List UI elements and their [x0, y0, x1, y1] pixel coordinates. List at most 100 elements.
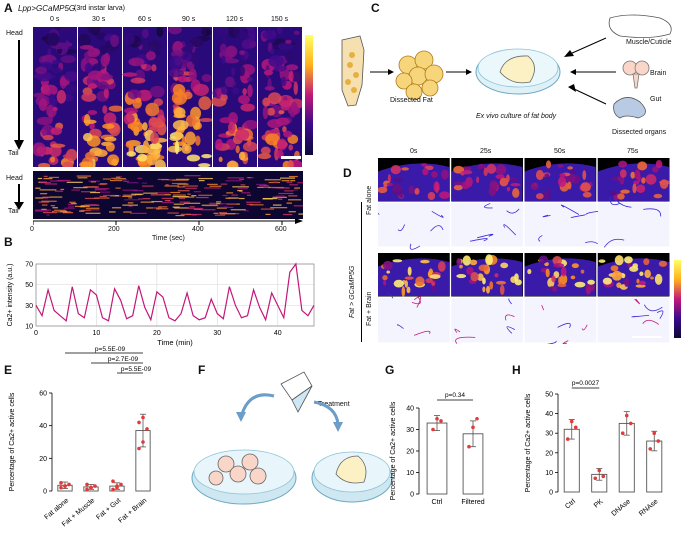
kymo-streak [102, 178, 112, 180]
larva-heatmap-svg [32, 20, 304, 174]
kymo-streak [35, 187, 41, 189]
y-tick-label: 70 [25, 262, 33, 269]
kymo-streak [137, 177, 143, 179]
frame-background [597, 298, 670, 343]
kymo-streak [172, 194, 186, 196]
signal-blob [243, 119, 258, 130]
d-scale-bar [632, 336, 662, 338]
data-point [145, 427, 149, 431]
signal-blob [97, 81, 109, 90]
signal-blob [172, 120, 189, 131]
signal-blob [570, 275, 576, 280]
signal-blob [127, 123, 135, 130]
signal-blob [392, 259, 403, 263]
signal-blob [142, 140, 150, 154]
kymo-streak [227, 177, 244, 179]
kymo-streak [84, 197, 100, 200]
signal-blob [462, 255, 472, 266]
x-category-label: RNAse [638, 498, 660, 518]
kymo-streak [94, 188, 110, 190]
signal-blob [453, 184, 463, 191]
signal-blob [50, 156, 56, 163]
cell-outline [581, 324, 588, 331]
signal-blob [551, 275, 556, 283]
signal-blob [624, 256, 633, 264]
kymo-streak [193, 208, 203, 210]
kymo-streak [198, 180, 205, 182]
calcium-frame [378, 253, 450, 298]
kymo-streak [90, 191, 100, 194]
kymo-streak [143, 192, 158, 194]
cell-outline [508, 298, 512, 305]
signal-blob [560, 266, 567, 277]
signal-blob [235, 128, 250, 141]
d-colorbar [674, 260, 681, 338]
larva-frame [167, 25, 214, 168]
signal-blob [510, 183, 521, 187]
kymo-streak [161, 201, 174, 204]
cell-outline [455, 336, 476, 344]
data-point [565, 437, 570, 441]
kymo-streak [128, 197, 133, 199]
panel-a-stage: (3rd instar larva) [74, 5, 125, 12]
signal-blob [557, 164, 564, 168]
signal-blob [582, 191, 592, 198]
x-category-label: PK [593, 498, 605, 510]
kymo-streak [151, 200, 163, 203]
signal-blob [495, 174, 505, 179]
signal-blob [188, 68, 197, 83]
panel-a-time-1: 30 s [92, 16, 106, 23]
signal-blob [171, 91, 188, 105]
kymo-streak [185, 187, 198, 189]
kymo-streak [244, 210, 249, 212]
signal-blob [169, 55, 183, 70]
frame-background [378, 203, 450, 247]
signal-blob [89, 122, 95, 130]
kymo-streak [218, 212, 227, 214]
kymo-streak [288, 211, 296, 213]
signal-blob [79, 45, 94, 50]
kymo-streak [99, 195, 107, 198]
signal-blob [231, 67, 236, 77]
signal-blob [108, 105, 124, 112]
cell-outline [642, 319, 660, 325]
signal-blob [285, 64, 299, 71]
signal-blob [267, 118, 283, 129]
data-point [93, 484, 97, 488]
signal-blob [456, 273, 467, 279]
kymo-streak [187, 207, 204, 210]
kymo-streak [220, 183, 228, 185]
signal-blob [149, 142, 163, 150]
signal-blob [483, 167, 488, 177]
kymo-streak [191, 195, 197, 197]
kymo-streak [55, 190, 64, 192]
signal-blob [276, 138, 287, 151]
signal-blob [85, 151, 96, 160]
frame-background [597, 203, 670, 247]
kymo-streak [230, 209, 246, 211]
kymo-streak [141, 182, 148, 184]
panel-d-genotype: Fat > GCaMP5G [349, 265, 356, 318]
signal-blob [103, 112, 117, 126]
signal-blob [582, 170, 587, 181]
panel-a-time-4: 120 s [226, 16, 244, 23]
label-treatment: Treatment [318, 401, 350, 408]
signal-blob [185, 114, 197, 127]
signal-blob [65, 83, 77, 94]
data-point [59, 481, 63, 485]
signal-blob [36, 116, 53, 126]
calcium-frame [451, 253, 523, 297]
signal-blob [499, 284, 505, 295]
signal-blob [151, 64, 157, 72]
signal-blob [84, 62, 93, 74]
signal-blob [149, 85, 165, 98]
signal-blob [553, 263, 565, 268]
data-point [439, 419, 443, 423]
signal-blob [215, 138, 223, 150]
label-dissected-fat: Dissected Fat [390, 97, 433, 104]
kymo-streak [37, 177, 43, 180]
signal-blob [195, 135, 201, 146]
kymo-streak [53, 209, 67, 211]
signal-blob [124, 107, 139, 114]
